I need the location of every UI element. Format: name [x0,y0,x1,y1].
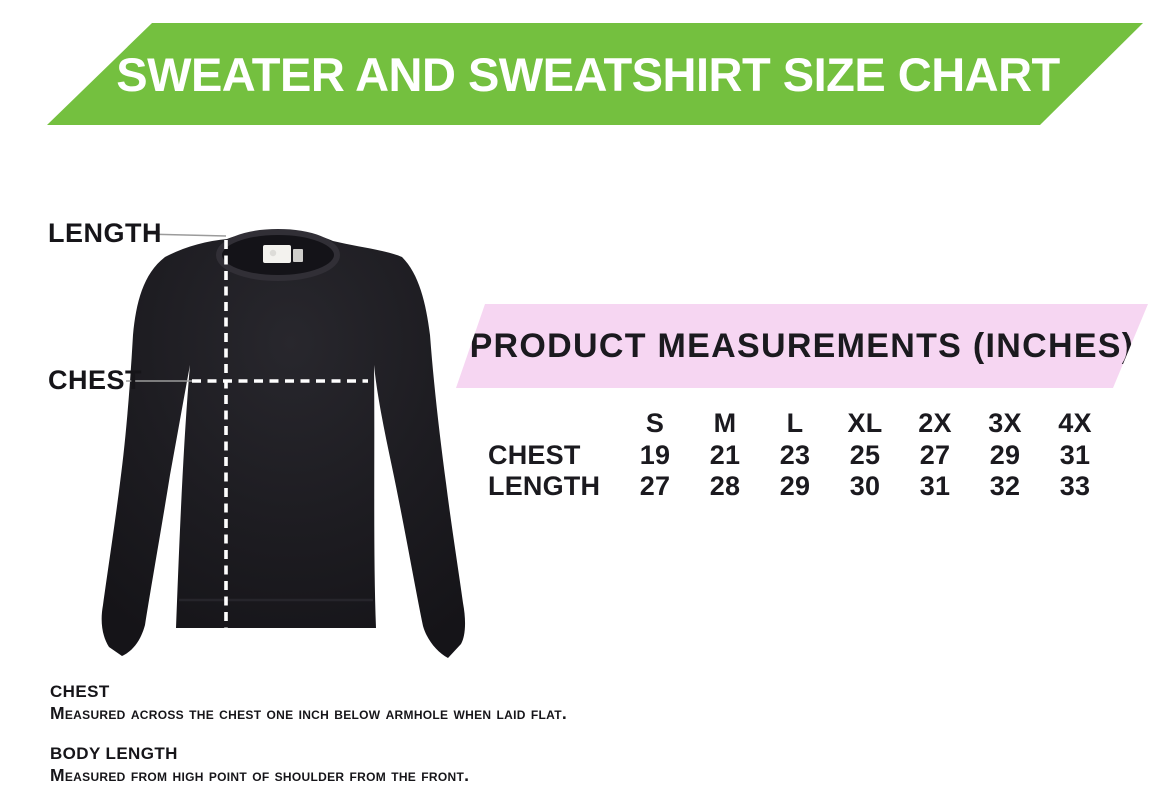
length-pointer-line [143,233,227,237]
page-title: SWEATER AND SWEATSHIRT SIZE CHART [116,47,1060,101]
measurements-title: PRODUCT MEASUREMENTS (INCHES) [469,326,1135,365]
size-column-header: 2X [918,407,952,438]
footnote-heading-chest: CHEST [50,682,110,701]
footnote-text-chest: Measured across the chest one inch below… [50,703,568,723]
measurement-value: 28 [709,471,741,501]
size-column-header: 3X [988,407,1022,438]
length-label: LENGTH [48,218,162,248]
sweater-silhouette [101,232,466,658]
row-label: CHEST [488,440,581,470]
size-column-header: M [713,407,737,438]
measurement-value: 25 [849,440,881,470]
measurement-value: 23 [779,440,811,470]
measurement-value: 33 [1059,471,1091,501]
measurement-value: 19 [639,440,671,470]
measurement-value: 31 [919,471,951,501]
size-column-header: 4X [1058,407,1092,438]
size-column-header: XL [847,407,883,438]
footnote-heading-body-length: BODY LENGTH [50,744,178,763]
row-label: LENGTH [488,471,601,501]
collar-tag-small [293,249,303,262]
measurement-value: 21 [709,440,741,470]
size-table: S M L XL 2X 3X 4X CHEST 19 21 23 25 27 2… [488,406,1110,502]
measurement-value: 32 [989,471,1021,501]
collar-tag [263,245,291,263]
measurements-banner: PRODUCT MEASUREMENTS (INCHES) [456,304,1148,388]
measurement-value: 31 [1059,440,1091,470]
measurement-value: 27 [639,471,671,501]
measurement-value: 27 [919,440,951,470]
chest-label: CHEST [48,365,143,395]
tag-logo [269,249,277,257]
measurement-value: 29 [779,471,811,501]
sweater-illustration [101,229,466,658]
size-column-header: L [786,407,804,438]
title-banner: SWEATER AND SWEATSHIRT SIZE CHART [47,23,1143,125]
size-column-header: S [645,407,665,438]
footnote-text-body-length: Measured from high point of shoulder fro… [50,765,470,785]
measurement-value: 30 [849,471,881,501]
measurement-value: 29 [989,440,1021,470]
